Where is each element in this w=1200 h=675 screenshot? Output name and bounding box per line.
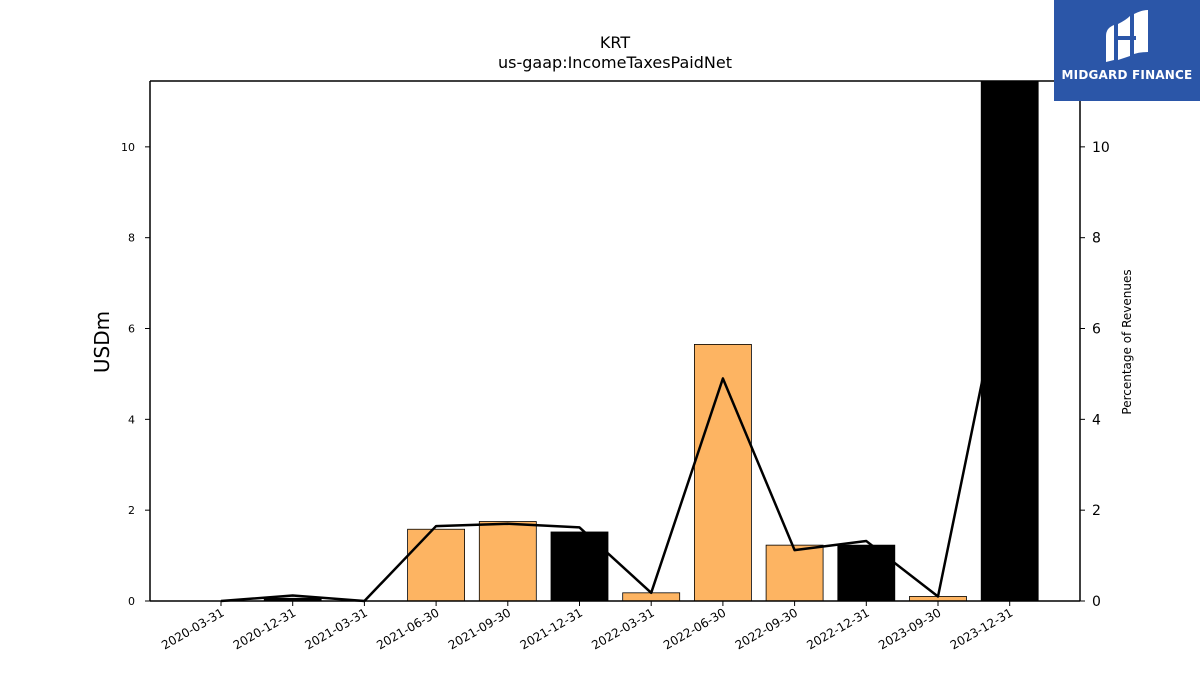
x-tick-label: 2020-12-31 [231, 605, 298, 652]
bar-2022-12-31 [837, 544, 896, 602]
y-tick-label: 0 [128, 595, 135, 608]
bars-group [263, 80, 1039, 602]
y-tick-label: 6 [128, 323, 135, 336]
bar-2021-12-31 [550, 531, 609, 602]
logo-text: MIDGARD FINANCE [1061, 68, 1193, 82]
axes-group [149, 80, 1081, 602]
x-tick-label: 2022-12-31 [804, 605, 871, 652]
y-tick-label: 10 [121, 141, 135, 154]
y2-tick-label: 10 [1092, 140, 1110, 156]
line-group [220, 246, 1011, 603]
y2-axis-label: Percentage of Revenues [1120, 269, 1134, 414]
chart-subtitle: us-gaap:IncomeTaxesPaidNet [498, 53, 732, 72]
y-tick-label: 2 [128, 504, 135, 517]
x-tick-label: 2020-03-31 [159, 605, 226, 652]
y2-tick-label: 8 [1092, 231, 1101, 247]
y2-tick-label: 0 [1092, 594, 1101, 610]
y2-tick-label: 2 [1092, 503, 1101, 519]
x-ticks-group: 2020-03-31 2020-12-31 2021-03-31 2021-06-30… [159, 601, 1015, 652]
y2-tick-label: 6 [1092, 322, 1101, 338]
bar-2021-06-30 [407, 528, 466, 602]
x-tick-label: 2021-09-30 [446, 605, 513, 652]
y2-tick-label: 4 [1092, 412, 1101, 428]
y-tick-label: 8 [128, 232, 135, 245]
x-tick-label: 2022-09-30 [733, 605, 800, 652]
y-tick-label: 4 [128, 413, 135, 426]
x-tick-label: 2023-12-31 [948, 605, 1015, 652]
y-ticks-group: 0 2 4 6 8 10 [121, 141, 150, 608]
y2-ticks-group: 0 2 4 6 8 10 [1080, 140, 1110, 610]
chart-title: KRT [600, 33, 630, 52]
x-tick-label: 2023-09-30 [876, 605, 943, 652]
brand-logo: MIDGARD FINANCE [1054, 0, 1200, 101]
x-tick-label: 2021-03-31 [302, 605, 369, 652]
bar-2022-09-30 [765, 544, 824, 602]
x-tick-label: 2022-06-30 [661, 605, 728, 652]
x-tick-label: 2021-06-30 [374, 605, 441, 652]
logo-icon [1106, 10, 1148, 62]
bar-2022-06-30 [694, 344, 752, 602]
x-tick-label: 2021-12-31 [518, 605, 585, 652]
x-tick-label: 2022-03-31 [589, 605, 656, 652]
y-axis-label: USDm [90, 311, 114, 373]
percentage-line [220, 246, 1011, 603]
bar-2021-09-30 [478, 521, 537, 602]
